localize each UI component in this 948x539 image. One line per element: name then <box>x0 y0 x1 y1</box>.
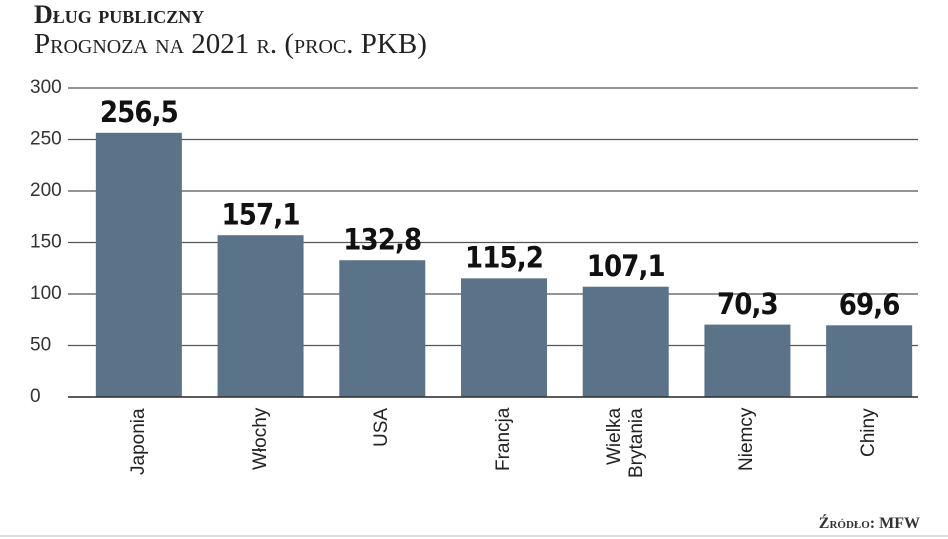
bar <box>704 324 791 397</box>
bar <box>339 260 426 397</box>
x-tick-label: USA <box>371 408 393 448</box>
x-tick-label: Japonia <box>127 408 149 475</box>
x-tick-label: Francja <box>493 408 514 472</box>
y-tick-label: 150 <box>30 232 62 253</box>
bar <box>826 325 913 397</box>
value-label: 69,6 <box>839 287 900 322</box>
value-label: 70,3 <box>717 287 778 322</box>
bar <box>217 235 304 397</box>
x-tick-label: Chiny <box>858 408 880 457</box>
y-tick-label: 300 <box>30 77 62 98</box>
y-tick-label: 100 <box>30 283 62 304</box>
bar <box>95 132 182 397</box>
chart-subtitle: Prognoza na 2021 r. (proc. PKB) <box>34 28 427 60</box>
value-label: 132,8 <box>343 222 421 257</box>
x-tick-label: Włochy <box>249 408 271 471</box>
chart-title: Dług publiczny <box>34 0 205 29</box>
y-tick-label: 200 <box>30 180 62 201</box>
y-tick-label: 0 <box>30 386 41 407</box>
value-label: 157,1 <box>222 197 300 232</box>
x-tick-label: Wielka Brytania <box>603 408 647 478</box>
x-tick-label: Niemcy <box>736 408 758 472</box>
y-tick-label: 250 <box>30 129 62 150</box>
bar <box>582 286 669 397</box>
source: Źródło: MFW <box>818 515 920 532</box>
value-label: 256,5 <box>100 95 178 130</box>
value-label: 107,1 <box>587 249 665 284</box>
y-tick-label: 50 <box>30 335 51 356</box>
bar <box>461 278 547 397</box>
value-label: 115,2 <box>465 240 543 275</box>
